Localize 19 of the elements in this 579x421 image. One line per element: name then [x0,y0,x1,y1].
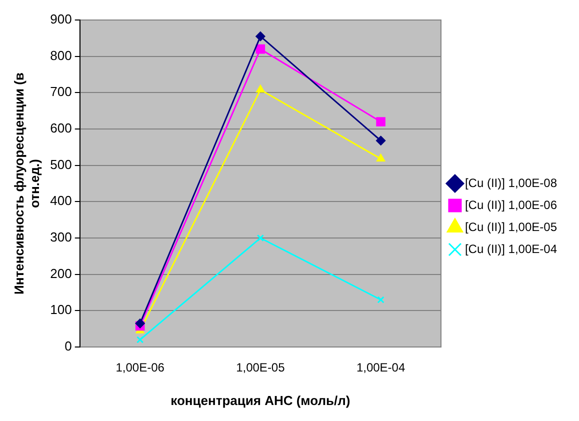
y-tick-label: 400 [50,193,72,208]
legend-label: [Cu (II)] 1,00E-04 [464,242,558,256]
y-tick-label: 200 [50,266,72,281]
y-axis-title: Интенсивность флуоресценции (в отн.ед.) [11,72,42,294]
legend-label: [Cu (II)] 1,00E-08 [464,176,558,190]
y-tick-label: 0 [64,338,72,354]
legend-label: [Cu (II)] 1,00E-06 [464,198,558,212]
y-tick-label: 600 [50,120,72,136]
y-tick-label: 900 [50,12,72,27]
legend-label: [Cu (II)] 1,00E-05 [464,220,558,234]
y-tick-label: 800 [50,48,72,63]
x-axis-title: концентрация АНС (моль/л) [170,392,350,408]
x-tick-label: 1,00E-04 [356,360,406,375]
x-tick-label: 1,00E-06 [116,360,165,375]
y-tick-label: 700 [50,84,72,100]
y-tick-label: 500 [50,156,72,172]
y-tick-label: 300 [50,230,72,245]
y-tick-label: 100 [50,302,72,318]
x-tick-label: 1,00E-05 [236,360,286,375]
